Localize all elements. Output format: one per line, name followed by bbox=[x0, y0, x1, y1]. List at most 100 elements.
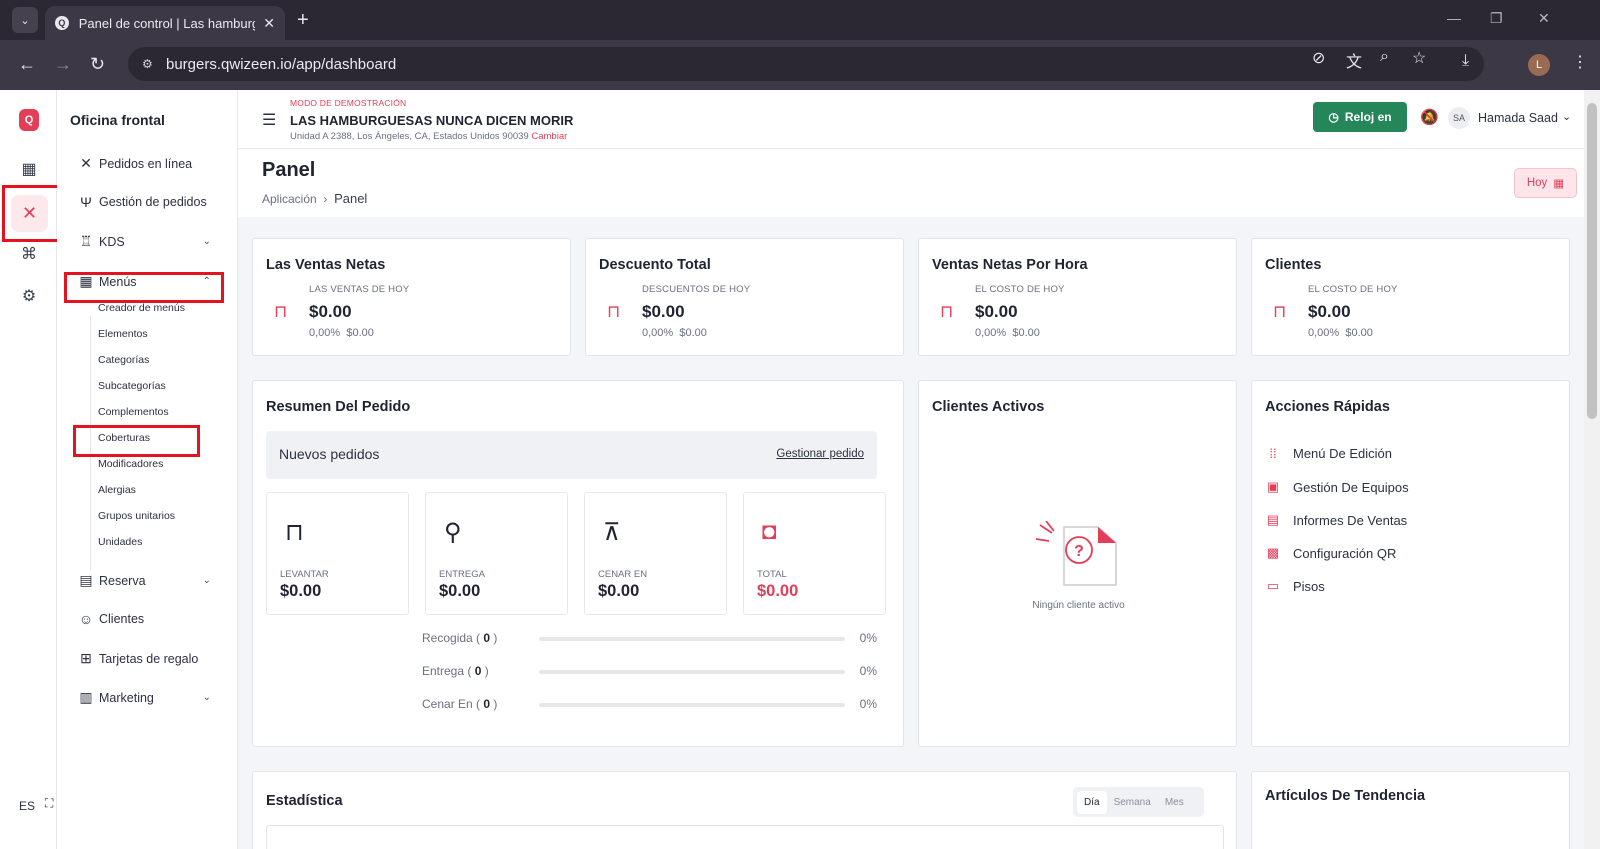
manage-order-link[interactable]: Gestionar pedido bbox=[776, 448, 864, 460]
nav-item-clients[interactable]: ☺ Clientes bbox=[78, 611, 145, 627]
date-filter-button[interactable]: Hoy ▦ bbox=[1514, 168, 1577, 198]
user-avatar[interactable]: SA bbox=[1448, 107, 1470, 129]
progress-dine-in: Cenar En ( 0 ) 0% bbox=[422, 697, 877, 711]
site-settings-icon[interactable]: ⚙ bbox=[142, 57, 153, 71]
app-logo[interactable]: Q bbox=[19, 109, 39, 131]
tab-month[interactable]: Mes bbox=[1164, 796, 1184, 808]
nav-item-order-management[interactable]: Ψ Gestión de pedidos bbox=[77, 194, 217, 210]
kpi-sub: 0,00% $0.00 bbox=[309, 327, 374, 339]
utensils-icon: Ψ bbox=[80, 194, 92, 210]
submenu-menu-builder[interactable]: Creador de menús bbox=[98, 302, 185, 314]
quick-action-floors[interactable]: ▭ Pisos bbox=[1266, 578, 1325, 594]
nav-item-gift-cards[interactable]: ⊞ Tarjetas de regalo bbox=[77, 650, 217, 667]
quick-action-sales-reports[interactable]: ▤ Informes De Ventas bbox=[1266, 512, 1408, 528]
browser-tab[interactable]: Q Panel de control | Las hamburguesas ✕ bbox=[45, 6, 285, 40]
grid-icon: ▦ bbox=[79, 273, 93, 289]
calendar-icon: ▤ bbox=[79, 572, 93, 588]
browser-menu-icon[interactable]: ⋮ bbox=[1572, 54, 1588, 71]
chart-icon: ▥ bbox=[79, 689, 93, 705]
grid-dots-icon: ⁞⁞ bbox=[1269, 446, 1277, 461]
menu-toggle-icon[interactable]: ☰ bbox=[262, 112, 277, 129]
statistics-card: Estadística Día Semana Mes bbox=[252, 771, 1237, 849]
progress-bar bbox=[539, 670, 845, 674]
submenu-subcategories[interactable]: Subcategorías bbox=[98, 380, 166, 392]
card-title: Clientes Activos bbox=[932, 399, 1045, 415]
download-icon[interactable]: ⤓ bbox=[1462, 52, 1470, 69]
new-orders-label: Nuevos pedidos bbox=[279, 446, 380, 462]
url-field[interactable]: ⚙ burgers.qwizeen.io/app/dashboard bbox=[128, 47, 1484, 81]
profile-avatar[interactable]: L bbox=[1528, 54, 1550, 76]
front-office-icon[interactable]: ✕ bbox=[11, 195, 48, 232]
nav-item-reservation[interactable]: ▤ Reserva ⌄ bbox=[77, 572, 217, 589]
new-tab-button[interactable]: + bbox=[297, 9, 309, 31]
progress-bar bbox=[539, 703, 845, 707]
scrollbar-thumb[interactable] bbox=[1587, 103, 1597, 419]
clock-in-button[interactable]: ◷ Reloj en bbox=[1313, 102, 1407, 132]
back-icon[interactable]: ← bbox=[18, 54, 36, 74]
shopping-bag-icon: ⊓ bbox=[285, 519, 304, 546]
kpi-sub: 0,00% $0.00 bbox=[642, 327, 707, 339]
nav-item-menus[interactable]: ▦ Menús ⌃ bbox=[77, 273, 217, 290]
empty-state-text: Ningún cliente activo bbox=[1032, 600, 1125, 611]
submenu-modifiers[interactable]: Modificadores bbox=[98, 458, 164, 470]
nav-item-online-orders[interactable]: ✕ Pedidos en línea bbox=[77, 155, 217, 172]
side-nav-title: Oficina frontal bbox=[70, 112, 165, 128]
user-name[interactable]: Hamada Saad bbox=[1478, 111, 1558, 125]
settings-icon[interactable]: ⚙ bbox=[21, 288, 37, 305]
translate-icon[interactable]: 文 bbox=[1346, 54, 1363, 71]
submenu-categories[interactable]: Categorías bbox=[98, 354, 150, 366]
change-store-link[interactable]: Cambiar bbox=[531, 131, 568, 142]
shopping-bag-icon: ⊓ bbox=[274, 302, 288, 321]
language-switch[interactable]: ES bbox=[19, 799, 36, 813]
restore-icon[interactable]: ❐ bbox=[1490, 10, 1503, 26]
kpi-card-sales-per-hour: Ventas Netas Por Hora ⊓ EL COSTO DE HOY … bbox=[918, 238, 1237, 356]
tab-week[interactable]: Semana bbox=[1113, 796, 1151, 808]
kpi-title: Las Ventas Netas bbox=[266, 257, 386, 273]
kpi-title: Ventas Netas Por Hora bbox=[932, 257, 1088, 273]
zoom-icon[interactable]: ⌕ bbox=[1380, 48, 1389, 65]
location-off-icon[interactable]: ⊘ bbox=[1312, 50, 1326, 67]
close-window-icon[interactable]: ✕ bbox=[1538, 10, 1550, 26]
kpi-value: $0.00 bbox=[1308, 302, 1351, 321]
submenu-items[interactable]: Elementos bbox=[98, 328, 148, 340]
quick-action-qr[interactable]: ▩ Configuración QR bbox=[1266, 545, 1397, 561]
nav-item-kds[interactable]: ♖ KDS ⌄ bbox=[77, 233, 217, 250]
submenu-units[interactable]: Unidades bbox=[98, 536, 143, 548]
forward-icon[interactable]: → bbox=[54, 54, 72, 74]
order-tile-dine-in[interactable]: ⊼ CENAR EN $0.00 bbox=[584, 492, 727, 615]
gift-icon: ⊞ bbox=[80, 650, 92, 666]
fullscreen-icon[interactable]: ⛶ bbox=[45, 796, 54, 810]
reload-icon[interactable]: ↻ bbox=[90, 54, 106, 74]
org-chart-icon[interactable]: ⌘ bbox=[21, 246, 37, 263]
close-tab-icon[interactable]: ✕ bbox=[263, 14, 275, 31]
bookmark-star-icon[interactable]: ☆ bbox=[1412, 50, 1427, 67]
tab-search-button[interactable]: ⌄ bbox=[12, 7, 38, 33]
highlight-box bbox=[73, 425, 200, 457]
order-tile-delivery[interactable]: ⚲ ENTREGA $0.00 bbox=[425, 492, 568, 615]
breadcrumb-root[interactable]: Aplicación bbox=[262, 192, 317, 206]
tab-day[interactable]: Día bbox=[1077, 790, 1107, 814]
submenu-addons[interactable]: Complementos bbox=[98, 406, 169, 418]
breadcrumb-current: Panel bbox=[334, 191, 368, 206]
url-text: burgers.qwizeen.io/app/dashboard bbox=[166, 55, 397, 73]
nav-item-marketing[interactable]: ▥ Marketing ⌄ bbox=[77, 689, 217, 706]
order-tile-total[interactable]: ◘ TOTAL $0.00 bbox=[743, 492, 886, 615]
submenu-allergies[interactable]: Alergias bbox=[98, 484, 136, 496]
chevron-down-icon[interactable]: ⌄ bbox=[1562, 111, 1572, 123]
favicon-icon: Q bbox=[55, 16, 69, 30]
kpi-label: EL COSTO DE HOY bbox=[975, 284, 1065, 295]
submenu-toppings[interactable]: Coberturas bbox=[98, 432, 150, 444]
submenu-unit-groups[interactable]: Grupos unitarios bbox=[98, 510, 176, 522]
shopping-bag-icon: ⊓ bbox=[940, 302, 954, 321]
minimize-icon[interactable]: — bbox=[1447, 10, 1461, 26]
notifications-off-icon[interactable]: 🔕 bbox=[1420, 109, 1439, 126]
dashboard-icon[interactable]: ▦ bbox=[21, 161, 37, 178]
address-bar: ← → ↻ ⚙ burgers.qwizeen.io/app/dashboard… bbox=[0, 40, 1600, 90]
order-tile-pickup[interactable]: ⊓ LEVANTAR $0.00 bbox=[266, 492, 409, 615]
store-name: LAS HAMBURGUESAS NUNCA DICEN MORIR bbox=[290, 113, 574, 128]
svg-text:?: ? bbox=[1074, 543, 1084, 560]
quick-action-edit-menu[interactable]: ⁞⁞ Menú De Edición bbox=[1265, 446, 1392, 461]
highlight-box bbox=[64, 272, 224, 303]
shopping-bag-icon: ⊓ bbox=[1273, 302, 1287, 321]
quick-action-team[interactable]: ▣ Gestión De Equipos bbox=[1266, 479, 1409, 495]
